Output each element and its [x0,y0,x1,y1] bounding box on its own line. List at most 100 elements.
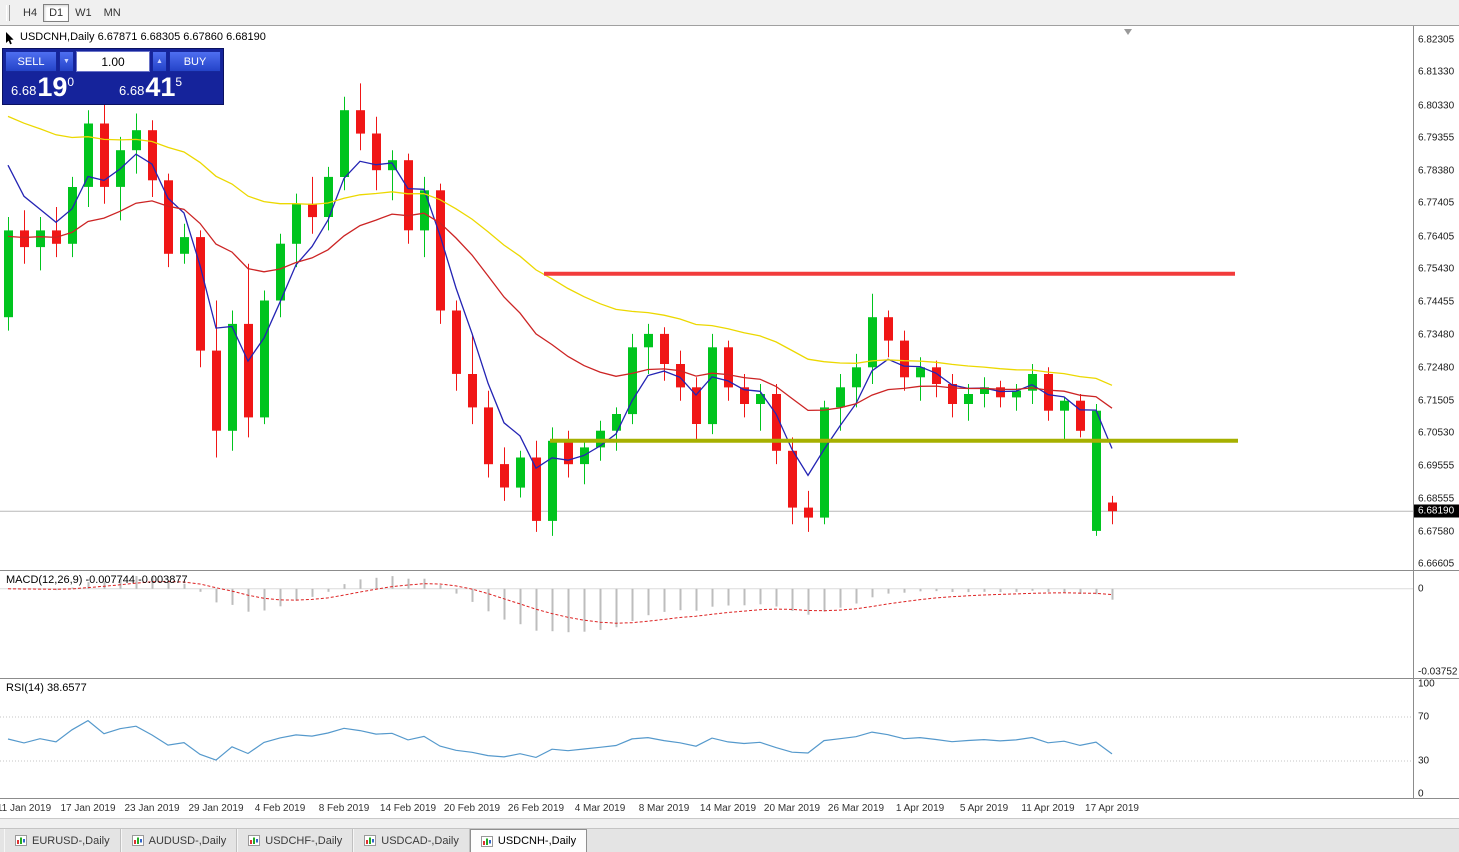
rsi-tick: 30 [1418,755,1430,767]
macd-min-tick: -0.03752 [1418,666,1458,678]
sell-price-prefix: 6.68 [11,83,37,98]
macd-histogram [23,576,1114,633]
ma-slow [7,115,1113,386]
date-label: 5 Apr 2019 [959,803,1009,814]
macd-chart-canvas[interactable] [0,571,1413,679]
date-label: 17 Jan 2019 [60,803,116,814]
macd-pane: MACD(12,26,9) -0.007744 -0.003877 0 -0.03… [0,571,1459,679]
price-tick: 6.75430 [1418,263,1455,275]
current-price-badge: 6.68190 [1414,504,1459,518]
price-tick: 6.70530 [1418,427,1455,439]
date-label: 4 Feb 2019 [254,803,306,814]
volume-stepper[interactable]: ▲ [152,51,167,72]
tab-usdchf[interactable]: USDCHF-,Daily [237,829,354,852]
date-label: 14 Feb 2019 [379,803,437,814]
tab-label: USDCHF-,Daily [265,834,343,847]
toolbar-grip[interactable] [6,4,10,21]
volume-dropdown-button[interactable]: ▼ [59,51,74,72]
buy-price[interactable]: 6.68 41 5 [113,74,221,102]
date-label: 26 Mar 2019 [827,803,885,814]
rsi-scale[interactable]: 100 70 30 0 [1413,678,1459,800]
price-scale[interactable]: 6.82305 6.81330 6.80330 6.79355 6.78380 6.774… [1413,26,1459,570]
ma-medium [7,200,1113,412]
price-tick: 6.68555 [1418,493,1455,505]
price-tick: 6.74455 [1418,296,1455,308]
symbol-tabbar: EURUSD-,Daily AUDUSD-,Daily USDCHF-,Daily U… [0,829,1459,852]
chart-shift-marker[interactable] [1124,29,1132,35]
mini-chart-icon [248,835,261,846]
tab-audusd[interactable]: AUDUSD-,Daily [120,829,238,852]
buy-price-big: 41 [145,72,176,102]
price-tick: 6.80330 [1418,100,1455,112]
ma-fast [7,153,1113,477]
price-tick: 6.81330 [1418,66,1455,78]
date-label: 11 Jan 2019 [0,803,52,814]
moving-averages [7,115,1113,477]
rsi-tick: 100 [1418,678,1435,690]
timeframe-buttons: H4 D1 W1 MN [17,3,127,22]
price-tick: 6.78380 [1418,165,1455,177]
timeframe-button-d1[interactable]: D1 [43,4,70,22]
price-tick: 6.66605 [1418,558,1455,570]
buy-price-sup: 5 [175,75,183,89]
sell-price[interactable]: 6.68 19 0 [5,74,113,102]
date-label: 17 Apr 2019 [1085,803,1139,814]
rsi-chart-canvas[interactable] [0,679,1413,799]
price-tick: 6.72480 [1418,362,1455,374]
price-pane: USDCNH,Daily 6.67871 6.68305 6.67860 6.6… [0,26,1459,571]
tab-usdcad[interactable]: USDCAD-,Daily [353,829,470,852]
cursor-pointer-icon [6,32,14,45]
tab-label: USDCAD-,Daily [381,834,459,847]
date-label: 8 Feb 2019 [318,803,370,814]
macd-zero-tick: 0 [1418,583,1424,595]
buy-price-prefix: 6.68 [119,83,145,98]
price-tick: 6.82305 [1418,34,1455,46]
tab-label: AUDUSD-,Daily [148,834,227,847]
price-chart-canvas[interactable] [0,26,1413,571]
candles [4,83,1117,536]
mini-chart-icon [131,835,144,846]
chart-title: USDCNH,Daily 6.67871 6.68305 6.67860 6.6… [20,31,266,43]
timeframe-button-h4[interactable]: H4 [17,4,43,22]
tab-label: USDCNH-,Daily [497,835,577,847]
mini-chart-icon [364,835,377,846]
price-tick: 6.71505 [1418,395,1455,407]
symbol-period-label: USDCNH,Daily [20,31,95,43]
price-tick: 6.77405 [1418,197,1455,209]
date-label: 26 Feb 2019 [507,803,565,814]
date-label: 8 Mar 2019 [638,803,690,814]
tab-eurusd[interactable]: EURUSD-,Daily [4,829,121,852]
macd-scale[interactable]: 0 -0.03752 [1413,571,1459,678]
date-label: 1 Apr 2019 [895,803,945,814]
price-tick: 6.67580 [1418,526,1455,538]
date-label: 14 Mar 2019 [699,803,757,814]
date-label: 20 Feb 2019 [443,803,501,814]
price-tick: 6.76405 [1418,231,1455,243]
rsi-label: RSI(14) 38.6577 [6,682,87,694]
macd-signal-line [7,581,1113,624]
date-label: 4 Mar 2019 [574,803,626,814]
rsi-tick: 70 [1418,711,1430,723]
timeframe-button-w1[interactable]: W1 [69,4,98,22]
rsi-line [7,719,1113,761]
date-label: 20 Mar 2019 [763,803,821,814]
buy-button[interactable]: BUY [169,51,221,72]
date-label: 11 Apr 2019 [1021,803,1075,814]
timeframe-button-mn[interactable]: MN [98,4,127,22]
timeframe-toolbar: H4 D1 W1 MN [0,0,1459,26]
price-tick: 6.73480 [1418,329,1455,341]
date-label: 29 Jan 2019 [188,803,244,814]
rsi-pane: RSI(14) 38.6577 100 70 30 0 [0,678,1459,800]
time-axis[interactable]: 11 Jan 2019 17 Jan 2019 23 Jan 2019 29 Jan … [0,799,1459,819]
rsi-tick: 0 [1418,788,1424,800]
volume-input[interactable] [76,51,150,72]
sell-price-big: 19 [37,72,68,102]
one-click-trade-panel: SELL ▼ ▲ BUY 6.68 19 0 6.68 41 5 [2,48,224,105]
tab-usdcnh[interactable]: USDCNH-,Daily [469,829,588,852]
price-tick: 6.69555 [1418,460,1455,472]
date-label: 23 Jan 2019 [124,803,180,814]
macd-label: MACD(12,26,9) -0.007744 -0.003877 [6,574,188,586]
sell-button[interactable]: SELL [5,51,57,72]
tab-label: EURUSD-,Daily [32,834,110,847]
h-scroll-strip[interactable] [0,819,1459,829]
